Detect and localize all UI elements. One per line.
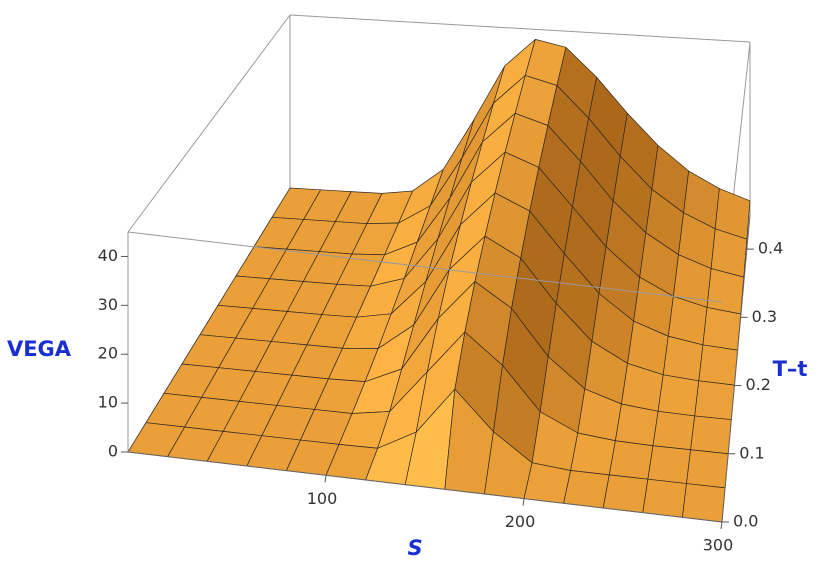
surface-patch bbox=[563, 470, 610, 509]
z-tick-label: 40 bbox=[98, 246, 118, 265]
surface-patch bbox=[523, 462, 572, 504]
box-edge bbox=[721, 214, 751, 523]
surface-patch bbox=[647, 445, 691, 484]
surface-patch bbox=[694, 380, 735, 421]
y-tick-label: 0.4 bbox=[758, 239, 783, 258]
surface-patch bbox=[642, 478, 687, 518]
surface-patch bbox=[702, 307, 742, 351]
surface-patch bbox=[657, 374, 700, 417]
surface-patch bbox=[690, 415, 732, 455]
surface-patch bbox=[698, 344, 738, 386]
x-axis-title: S bbox=[407, 536, 422, 560]
x-tick-label: 200 bbox=[505, 512, 536, 531]
x-tick-label: 100 bbox=[307, 489, 338, 508]
y-axis-title: T–t bbox=[773, 357, 808, 381]
z-tick-label: 10 bbox=[98, 393, 118, 412]
y-tick-label: 0.1 bbox=[739, 443, 764, 462]
surface-patch bbox=[682, 483, 726, 523]
z-tick-label: 30 bbox=[98, 295, 118, 314]
z-tick-label: 20 bbox=[98, 344, 118, 363]
box-edge bbox=[127, 14, 291, 233]
box-edge bbox=[127, 231, 723, 303]
y-tick-label: 0.0 bbox=[733, 512, 758, 531]
y-tick-label: 0.2 bbox=[745, 375, 770, 394]
x-tick bbox=[720, 521, 723, 530]
surface-patch bbox=[608, 440, 654, 480]
box-edge bbox=[127, 451, 723, 523]
z-axis-title: VEGA bbox=[7, 337, 72, 361]
surface-patch bbox=[602, 474, 649, 514]
surface-patch bbox=[615, 403, 659, 447]
z-tick-label: 0 bbox=[108, 442, 118, 461]
surface-patch bbox=[706, 268, 745, 315]
surface-patch bbox=[570, 432, 616, 476]
surface-patch bbox=[652, 410, 696, 451]
x-tick bbox=[522, 498, 525, 506]
y-tick-label: 0.3 bbox=[752, 307, 777, 326]
x-tick-label: 300 bbox=[703, 536, 734, 555]
x-tick bbox=[324, 475, 327, 483]
box-edge bbox=[289, 14, 751, 43]
surface-patch bbox=[686, 449, 729, 489]
